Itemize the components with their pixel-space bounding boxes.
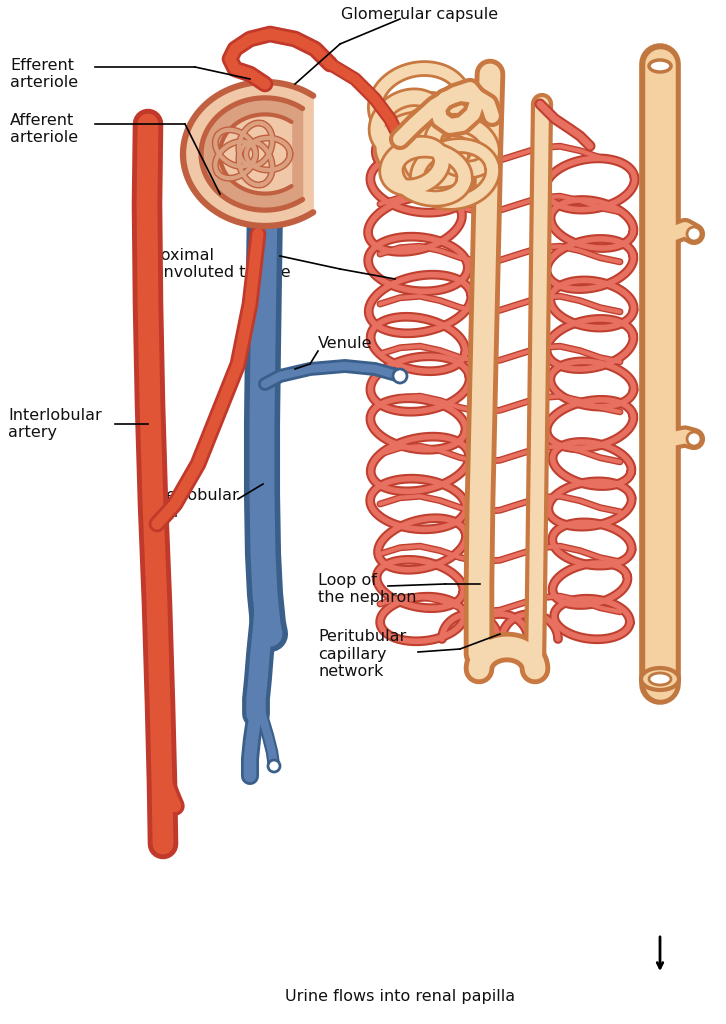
Text: Proximal
convoluted tubule: Proximal convoluted tubule <box>145 248 290 281</box>
Circle shape <box>268 760 280 772</box>
Text: Interlobular
artery: Interlobular artery <box>8 408 102 440</box>
Ellipse shape <box>649 673 671 685</box>
Text: Venule: Venule <box>318 337 372 351</box>
Text: Glomerular capsule: Glomerular capsule <box>341 6 499 22</box>
Polygon shape <box>183 82 313 226</box>
Polygon shape <box>220 115 292 194</box>
Circle shape <box>393 369 407 383</box>
Text: Afferent
arteriole: Afferent arteriole <box>10 113 78 145</box>
Polygon shape <box>201 98 303 210</box>
Ellipse shape <box>649 60 671 72</box>
Circle shape <box>687 227 701 241</box>
Text: Interlobular
vein: Interlobular vein <box>145 487 239 520</box>
Ellipse shape <box>641 668 679 690</box>
Text: Loop of
the nephron: Loop of the nephron <box>318 572 417 605</box>
Text: Efferent
arteriole: Efferent arteriole <box>10 57 78 90</box>
Circle shape <box>687 432 701 446</box>
Text: Urine flows into renal papilla: Urine flows into renal papilla <box>285 988 515 1004</box>
Text: Peritubular
capillary
network: Peritubular capillary network <box>318 629 407 679</box>
